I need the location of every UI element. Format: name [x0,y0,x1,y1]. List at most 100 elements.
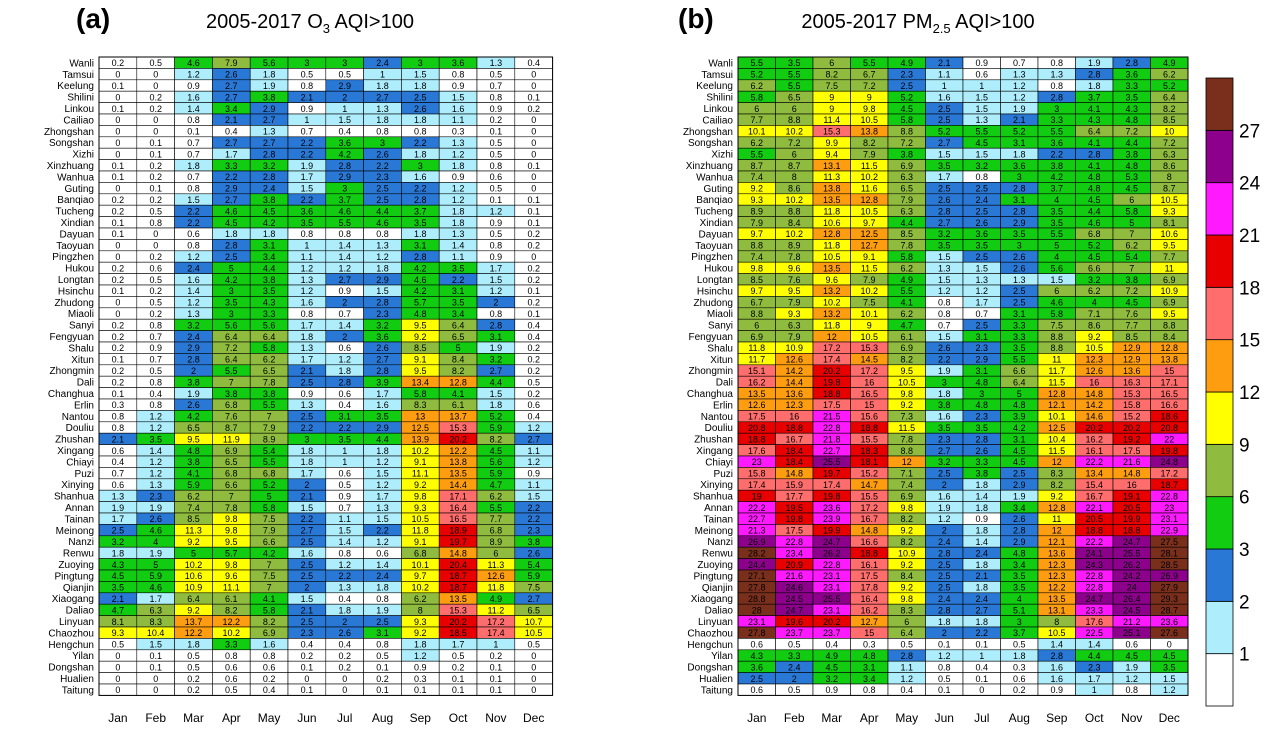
panel-a-cell-value: 0 [531,127,536,137]
panel-a-cell-value: 1.2 [149,469,162,479]
panel-a-cell-value: 1.4 [376,560,389,570]
panel-a-cell-value: 0 [115,252,120,262]
panel-a-cell-value: 13.7 [185,617,203,627]
panel-b-cell-value: 13.8 [860,127,878,137]
panel-b-station-label: Longtan [697,275,733,286]
panel-a-cell-value: 1.5 [338,115,351,125]
panel-b-cell-value: 3.8 [975,469,988,479]
panel-b-cell-value: 3.3 [1050,115,1063,125]
panel-b-cell-value: 2 [942,628,947,638]
panel-a-cell-value: 4.3 [263,298,276,308]
panel-a-cell-value: 3.4 [263,252,276,262]
panel-b-cell-value: 5.8 [1050,309,1063,319]
panel-b-cell-value: 19.7 [823,469,841,479]
panel-a-cell-value: 0.1 [149,651,162,661]
panel-a-cell-value: 0.1 [149,138,162,148]
panel-b-cell-value: 12.1 [1048,537,1066,547]
panel-a-cell-value: 3.2 [263,161,276,171]
panel-b-cell-value: 7.2 [1163,138,1176,148]
panel-b-cell-value: 1.5 [938,252,951,262]
panel-a-cell-value: 5.8 [263,343,276,353]
panel-a-cell-value: 1.4 [187,286,200,296]
panel-a-cell-value: 0.5 [187,662,200,672]
panel-b-cell-value: 12.6 [1085,366,1103,376]
panel-a-cell-value: 0.2 [112,377,125,387]
panel-a-cell-value: 0.4 [338,594,351,604]
panel-a-cell-value: 0 [115,115,120,125]
panel-a-cell-value: 1.2 [149,423,162,433]
panel-b-month-label: Aug [1009,711,1030,725]
panel-a-cell-value: 0.1 [414,685,427,695]
panel-b-cell-value: 6.9 [900,491,913,501]
panel-a-cell-value: 0.1 [112,218,125,228]
panel-a-title: 2005-2017 O3 AQI>100 [206,11,414,36]
panel-a-cell-value: 11.8 [412,526,429,536]
panel-b-station-label: Pingzhen [691,252,733,263]
panel-a-cell-value: 0.1 [527,92,540,102]
panel-a-cell-value: 0.5 [490,138,503,148]
panel-a-cell-value: 0.8 [490,309,503,319]
panel-a-cell-value: 6.1 [452,400,465,410]
panel-b-cell-value: 8.2 [1050,480,1063,490]
panel-b-cell-value: 19.6 [785,617,803,627]
panel-b-cell-value: 2.5 [938,184,951,194]
panel-b-cell-value: 19.8 [823,491,841,501]
panel-b-cell-value: 20.2 [823,617,841,627]
panel-b-cell-value: 8.8 [1050,332,1063,342]
panel-a-cell-value: 1.2 [452,195,465,205]
panel-b-cell-value: 10.5 [898,377,916,387]
panel-a-cell-value: 3.5 [263,286,276,296]
panel-b-cell-value: 2.5 [1013,298,1026,308]
panel-b-cell-value: 11.4 [823,115,840,125]
panel-b-label: (b) [678,3,714,34]
panel-a-cell-value: 3.5 [149,434,162,444]
panel-a-cell-value: 6.6 [263,537,276,547]
panel-b-station-label: Nantou [701,412,733,423]
panel-b-cell-value: 11.5 [1048,377,1065,387]
panel-a-cell-value: 4.5 [490,446,503,456]
panel-a-cell-value: 1.7 [376,389,389,399]
panel-a-month-label: Dec [523,711,544,725]
panel-a-cell-value: 3.5 [414,218,427,228]
panel-a-cell-value: 5.6 [490,457,503,467]
panel-b-cell-value: 24.2 [1123,571,1141,581]
panel-b-cell-value: 5.2 [900,92,913,102]
panel-a-cell-value: 1.8 [112,548,125,558]
panel-a-cell-value: 4.4 [376,434,389,444]
panel-b-cell-value: 3.6 [1125,70,1138,80]
panel-b-cell-value: 4 [1092,298,1097,308]
panel-a-cell-value: 0.8 [452,70,465,80]
panel-a-cell-value: 1.8 [376,446,389,456]
panel-a-cell-value: 0.1 [490,662,503,672]
panel-a-cell-value: 0 [115,674,120,684]
panel-a-cell-value: 6.9 [225,446,238,456]
panel-a-cell-value: 10.2 [223,628,241,638]
panel-a-cell-value: 0.5 [187,651,200,661]
panel-a-cell-value: 0 [115,138,120,148]
panel-a-cell-value: 1.2 [301,263,314,273]
panel-a-station-label: Hukou [65,264,94,275]
panel-b-station-label: Xindian [700,218,733,229]
panel-b-cell-value: 9.2 [750,184,763,194]
panel-a-cell-value: 11.1 [223,583,240,593]
panel-a-cell-value: 13 [415,412,425,422]
panel-a-cell-value: 1.8 [338,605,351,615]
panel-a-cell-value: 1.2 [452,149,465,159]
panel-a-cell-value: 2.2 [338,571,351,581]
panel-b-station-label: Taoyuan [695,241,733,252]
panel-b-cell-value: 4.7 [900,320,913,330]
panel-a-cell-value: 0.5 [490,184,503,194]
panel-b-cell-value: 8.8 [900,446,913,456]
panel-a-cell-value: 1.9 [263,81,276,91]
panel-a-cell-value: 15.3 [449,605,467,615]
panel-a-cell-value: 8 [418,605,423,615]
panel-b-cell-value: 16.3 [1123,377,1141,387]
panel-b-cell-value: 7.9 [863,275,876,285]
panel-b-cell-value: 1.8 [975,503,988,513]
panel-b-cell-value: 12.2 [1048,583,1066,593]
panel-a-cell-value: 0 [531,651,536,661]
panel-a-cell-value: 10.9 [185,583,203,593]
panel-a-cell-value: 2.8 [263,172,276,182]
panel-b-cell-value: 1.7 [1088,674,1101,684]
panel-a-cell-value: 0.2 [149,286,162,296]
